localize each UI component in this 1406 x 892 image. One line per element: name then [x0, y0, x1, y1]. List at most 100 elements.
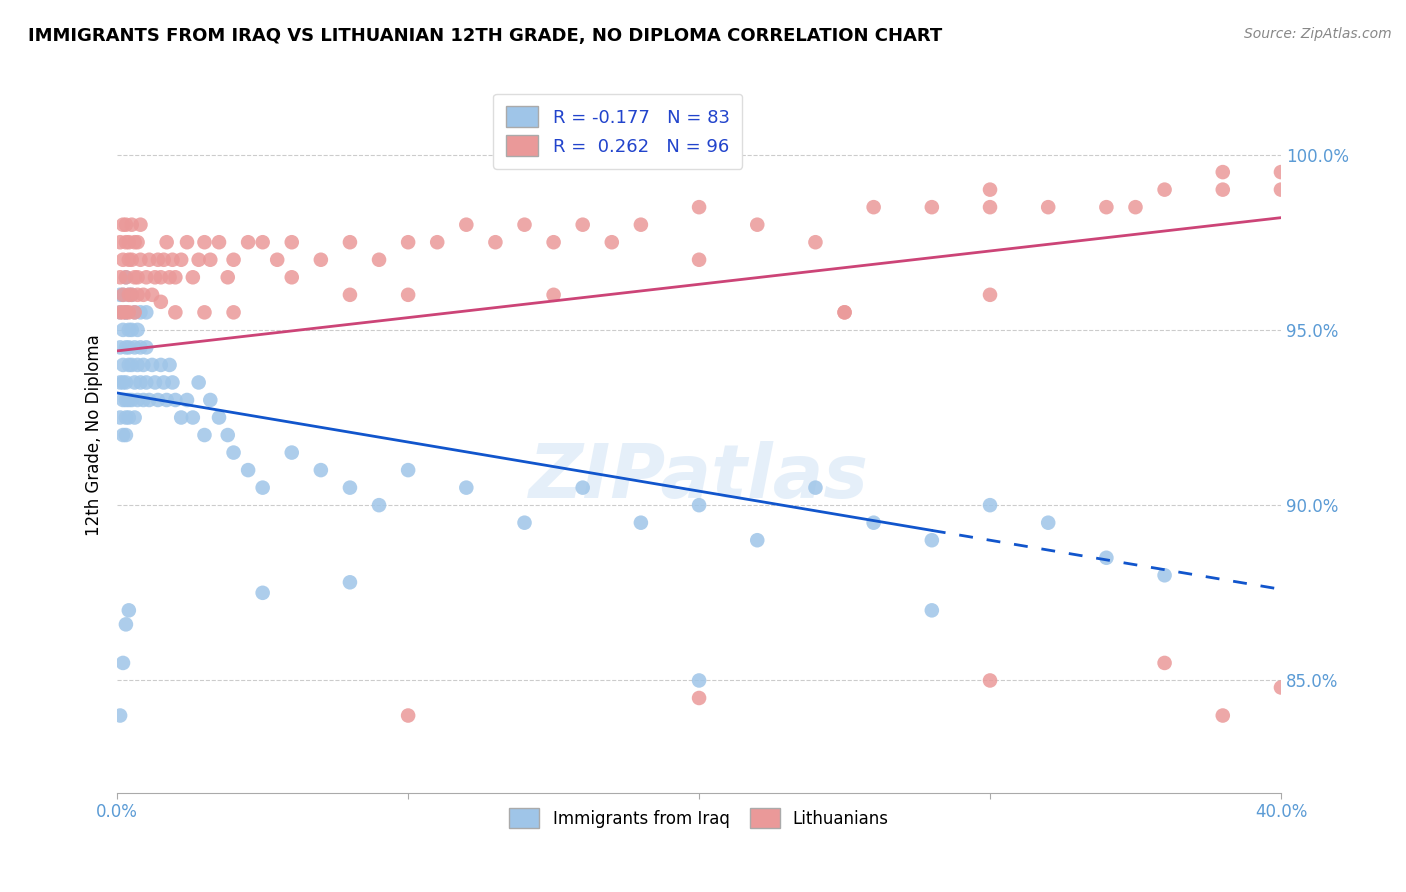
Point [921, 603, 943, 617]
Point [921, 200, 943, 214]
Point [111, 428, 134, 442]
Point [108, 340, 131, 354]
Point [688, 498, 710, 512]
Point [118, 288, 141, 302]
Point [111, 288, 134, 302]
Point [862, 516, 884, 530]
Point [108, 270, 131, 285]
Point [688, 200, 710, 214]
Point [339, 481, 361, 495]
Point [138, 252, 160, 267]
Point [281, 445, 304, 459]
Point [181, 270, 204, 285]
Point [111, 305, 134, 319]
Point [127, 270, 149, 285]
Point [108, 410, 131, 425]
Point [747, 533, 769, 548]
Point [121, 288, 143, 302]
Point [176, 235, 198, 250]
Point [149, 358, 172, 372]
Point [118, 235, 141, 250]
Point [187, 376, 209, 390]
Point [118, 358, 141, 372]
Point [217, 270, 239, 285]
Legend: Immigrants from Iraq, Lithuanians: Immigrants from Iraq, Lithuanians [502, 802, 896, 834]
Point [152, 376, 174, 390]
Point [484, 235, 506, 250]
Point [630, 516, 652, 530]
Point [115, 340, 138, 354]
Point [396, 463, 419, 477]
Point [132, 288, 155, 302]
Point [181, 410, 204, 425]
Point [135, 305, 157, 319]
Point [426, 235, 449, 250]
Point [1095, 550, 1118, 565]
Point [141, 288, 163, 302]
Point [129, 376, 152, 390]
Point [208, 410, 231, 425]
Point [688, 691, 710, 706]
Point [368, 498, 391, 512]
Point [804, 235, 827, 250]
Point [146, 392, 169, 407]
Point [979, 673, 1001, 688]
Point [108, 235, 131, 250]
Point [118, 410, 141, 425]
Point [129, 218, 152, 232]
Point [121, 392, 143, 407]
Point [834, 305, 856, 319]
Point [156, 392, 179, 407]
Point [309, 463, 332, 477]
Point [149, 270, 172, 285]
Point [159, 270, 181, 285]
Point [115, 305, 138, 319]
Point [688, 673, 710, 688]
Point [281, 270, 304, 285]
Point [368, 252, 391, 267]
Point [118, 252, 141, 267]
Point [193, 305, 215, 319]
Point [146, 252, 169, 267]
Text: Source: ZipAtlas.com: Source: ZipAtlas.com [1244, 27, 1392, 41]
Point [513, 516, 536, 530]
Point [129, 340, 152, 354]
Point [141, 358, 163, 372]
Point [921, 533, 943, 548]
Point [129, 305, 152, 319]
Point [132, 392, 155, 407]
Point [396, 288, 419, 302]
Text: IMMIGRANTS FROM IRAQ VS LITHUANIAN 12TH GRADE, NO DIPLOMA CORRELATION CHART: IMMIGRANTS FROM IRAQ VS LITHUANIAN 12TH … [28, 27, 942, 45]
Point [118, 323, 141, 337]
Point [162, 376, 184, 390]
Point [124, 270, 146, 285]
Point [266, 252, 288, 267]
Point [135, 376, 157, 390]
Point [159, 358, 181, 372]
Point [804, 481, 827, 495]
Point [1212, 708, 1234, 723]
Point [152, 252, 174, 267]
Point [630, 218, 652, 232]
Point [108, 288, 131, 302]
Point [1038, 516, 1060, 530]
Point [170, 410, 193, 425]
Point [165, 305, 187, 319]
Point [456, 218, 478, 232]
Point [115, 305, 138, 319]
Point [115, 270, 138, 285]
Point [979, 183, 1001, 197]
Point [111, 252, 134, 267]
Point [193, 428, 215, 442]
Point [108, 708, 131, 723]
Point [149, 294, 172, 309]
Point [118, 305, 141, 319]
Point [127, 288, 149, 302]
Point [111, 323, 134, 337]
Point [236, 235, 259, 250]
Point [124, 410, 146, 425]
Point [111, 376, 134, 390]
Point [339, 288, 361, 302]
Point [200, 392, 222, 407]
Point [111, 656, 134, 670]
